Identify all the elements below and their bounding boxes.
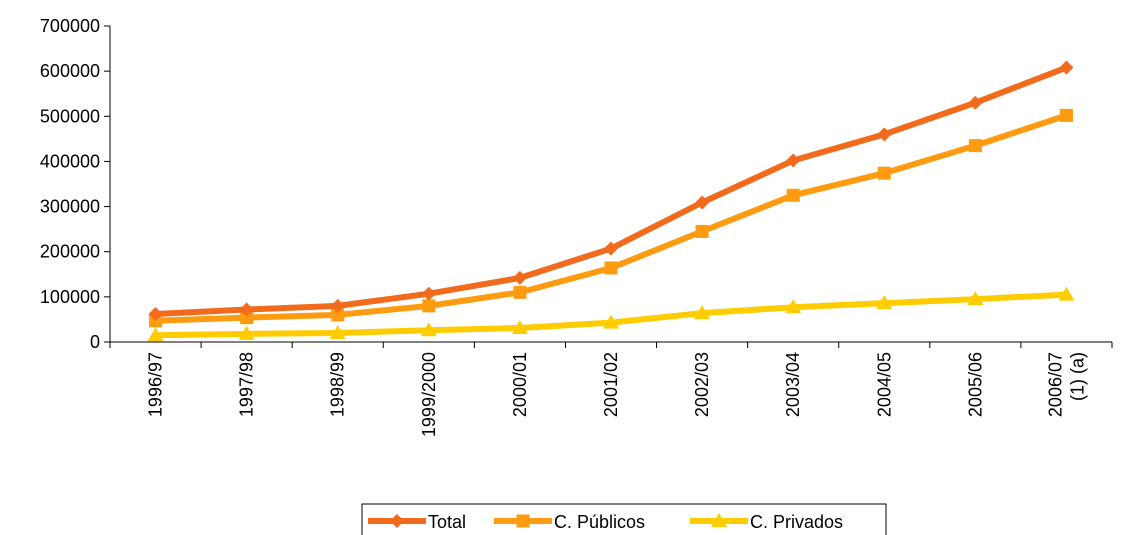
data-point-c-p-blicos [786, 188, 800, 202]
legend-label: C. Públicos [554, 512, 645, 532]
series-total [148, 60, 1074, 322]
y-tick-label: 500000 [40, 106, 100, 126]
y-tick-label: 0 [90, 332, 100, 352]
series-layer [147, 60, 1075, 342]
data-point-c-privados [511, 320, 528, 335]
x-axis: 1996/97 1997/98 1998/99 1999/2000 2000/01 200… [109, 341, 1113, 437]
x-tick-label: 1996/97 [146, 352, 166, 417]
data-point-c-p-blicos [968, 139, 982, 153]
data-point-c-privados [967, 291, 984, 306]
legend-marker [390, 514, 404, 528]
data-point-c-p-blicos [513, 285, 527, 299]
data-point-c-privados [1058, 286, 1075, 301]
data-point-c-privados [785, 299, 802, 314]
data-point-c-privados [694, 305, 711, 320]
data-point-total [239, 302, 254, 317]
data-point-total [786, 153, 801, 168]
legend-entry-c-privados: C. Privados [690, 512, 843, 532]
data-point-c-privados [329, 324, 346, 339]
data-point-c-p-blicos [695, 224, 709, 238]
x-tick-label: 1999/2000 [419, 352, 439, 437]
legend-label: Total [428, 512, 466, 532]
x-tick-label: 1997/98 [237, 352, 257, 417]
data-point-total [148, 307, 163, 322]
x-tick-label: 2005/06 [965, 352, 985, 417]
data-point-c-privados [420, 322, 437, 337]
x-tick-label: 1998/99 [328, 352, 348, 417]
legend-entry-total: Total [368, 512, 466, 532]
y-tick-label: 100000 [40, 287, 100, 307]
data-point-c-privados [603, 314, 619, 329]
y-tick-label: 400000 [40, 151, 100, 171]
series-line-total [155, 64, 1068, 318]
data-point-c-p-blicos [877, 166, 891, 180]
y-tick-label: 600000 [40, 61, 100, 81]
data-point-c-privados [147, 327, 164, 342]
series-c-p-blicos [149, 108, 1073, 328]
legend: Total C. Públicos C. Privados [361, 503, 887, 535]
series-c-privados [147, 286, 1075, 342]
data-point-total [604, 241, 618, 256]
x-tick-label: 2000/01 [510, 352, 530, 417]
y-tick-label: 700000 [40, 16, 100, 36]
data-point-c-p-blicos [604, 261, 618, 275]
data-point-c-p-blicos [240, 311, 254, 325]
data-point-c-privados [238, 325, 255, 340]
data-point-total [1059, 60, 1074, 75]
data-point-c-p-blicos [1059, 108, 1073, 122]
data-point-total [968, 95, 983, 110]
legend-box [361, 503, 887, 535]
data-point-total [421, 286, 436, 301]
data-point-c-p-blicos [422, 299, 436, 313]
y-tick-label: 200000 [40, 242, 100, 262]
x-tick-label: 2003/04 [783, 352, 803, 417]
data-point-total [512, 270, 527, 285]
x-tick-label: 2004/05 [874, 352, 894, 417]
x-tick-label: 2002/03 [692, 352, 712, 417]
data-point-c-privados [876, 295, 893, 310]
y-axis: 0 100000 200000 300000 400000 500000 600000 700… [40, 16, 111, 352]
legend-marker [711, 513, 727, 527]
y-tick-label: 300000 [40, 197, 100, 217]
legend-label: C. Privados [750, 512, 843, 532]
x-tick-label: 2001/02 [601, 352, 621, 417]
data-point-total [877, 127, 892, 142]
x-tick-label: 2006/07 [1045, 352, 1065, 417]
legend-marker [516, 514, 530, 528]
series-line-c-p-blicos [155, 112, 1068, 324]
legend-entry-c-p-blicos: C. Públicos [494, 512, 645, 532]
data-point-c-p-blicos [331, 308, 345, 322]
data-point-total [695, 195, 710, 210]
x-tick-label: (1) (a) [1067, 352, 1087, 401]
data-point-total [330, 298, 345, 313]
